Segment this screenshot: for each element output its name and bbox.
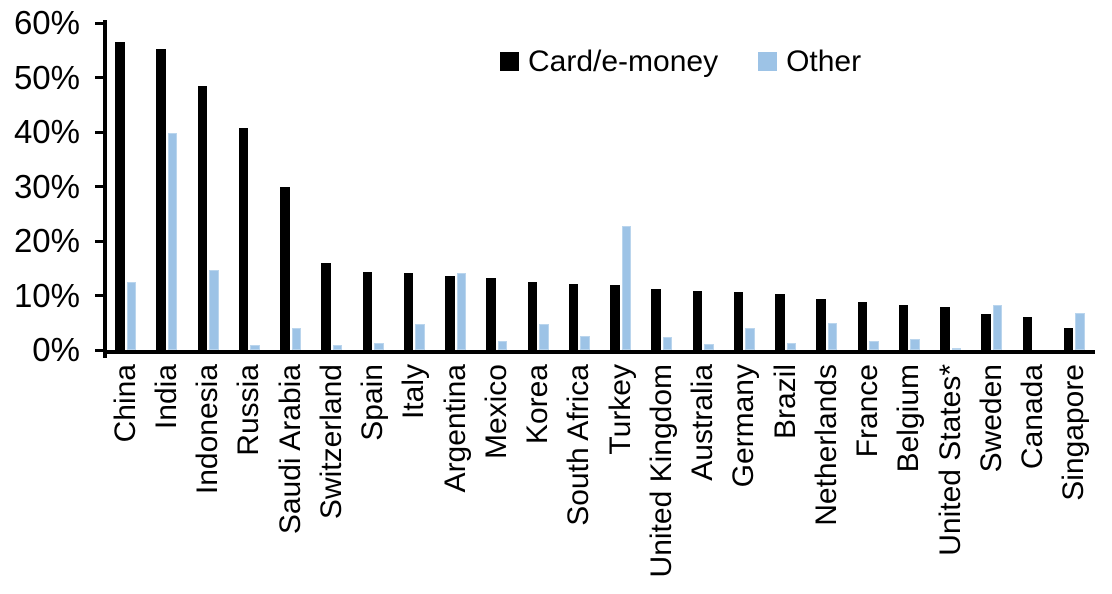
- y-axis-label-60: 60%: [13, 4, 80, 41]
- x-axis-label-china: China: [108, 364, 142, 443]
- bar-other-united-states: [951, 348, 962, 350]
- y-axis-tick-60: [95, 21, 105, 25]
- y-axis-label-20: 20%: [13, 222, 80, 259]
- bar-other-sweden: [992, 305, 1003, 350]
- bar-card-e-money-germany: [733, 291, 744, 350]
- x-axis-label-argentina: Argentina: [438, 364, 472, 493]
- x-axis-label-saudi-arabia: Saudi Arabia: [273, 364, 307, 535]
- y-axis-label-40: 40%: [13, 113, 80, 150]
- y-axis-tick-50: [95, 76, 105, 79]
- bar-card-e-money-sweden: [981, 314, 991, 350]
- y-axis-label-0: 0%: [32, 331, 80, 368]
- bar-other-saudi-arabia: [291, 327, 302, 350]
- bar-card-e-money-russia: [238, 127, 249, 350]
- bar-card-e-money-china: [115, 42, 125, 350]
- bar-other-india: [167, 132, 178, 350]
- x-axis-label-united-states: United States*: [933, 364, 967, 556]
- bar-other-china: [126, 281, 137, 350]
- bar-other-italy: [415, 323, 425, 350]
- bar-other-singapore: [1075, 313, 1085, 350]
- y-axis-tick-10: [95, 294, 105, 297]
- bar-other-belgium: [910, 338, 920, 350]
- bar-card-e-money-spain: [362, 271, 373, 350]
- x-axis-label-germany: Germany: [727, 364, 761, 488]
- y-axis-tick-20: [95, 239, 105, 243]
- bar-other-mexico: [497, 341, 508, 350]
- x-axis-label-india: India: [149, 364, 183, 430]
- legend-item-card-e-money: Card/e-money: [500, 46, 718, 78]
- x-axis-label-sweden: Sweden: [974, 364, 1008, 473]
- bar-other-korea: [539, 323, 549, 350]
- bar-other-turkey: [621, 226, 632, 350]
- x-axis-label-canada: Canada: [1016, 364, 1050, 470]
- legend: Card/e-money Other: [500, 46, 861, 78]
- bar-card-e-money-turkey: [610, 285, 620, 350]
- bar-card-e-money-south-africa: [568, 284, 579, 350]
- bar-card-e-money-italy: [403, 272, 414, 350]
- bar-card-e-money-switzerland: [321, 263, 331, 350]
- x-axis-label-turkey: Turkey: [603, 364, 637, 455]
- x-axis-label-south-africa: South Africa: [562, 364, 596, 526]
- y-axis-line: [103, 20, 107, 358]
- bar-other-united-kingdom: [662, 336, 673, 350]
- x-axis-label-switzerland: Switzerland: [314, 364, 348, 520]
- y-axis-label-30: 30%: [13, 167, 80, 205]
- legend-swatch-other-icon: [758, 52, 778, 72]
- legend-item-other: Other: [758, 46, 861, 78]
- x-axis-label-spain: Spain: [356, 364, 390, 441]
- y-axis-label-10: 10%: [13, 276, 80, 314]
- x-axis-label-france: France: [851, 364, 885, 458]
- x-axis-label-singapore: Singapore: [1057, 364, 1091, 501]
- bar-card-e-money-brazil: [775, 294, 785, 350]
- x-axis-label-united-kingdom: United Kingdom: [644, 364, 678, 578]
- x-axis-label-korea: Korea: [521, 364, 555, 445]
- bar-card-e-money-mexico: [486, 278, 496, 350]
- bar-other-russia: [250, 344, 260, 350]
- bar-card-e-money-australia: [692, 290, 703, 350]
- bar-card-e-money-united-kingdom: [651, 288, 661, 350]
- x-axis-label-mexico: Mexico: [479, 364, 513, 460]
- legend-label-other: Other: [786, 45, 862, 78]
- x-axis-label-brazil: Brazil: [768, 364, 802, 440]
- bar-other-indonesia: [209, 270, 219, 350]
- bar-other-argentina: [456, 272, 467, 350]
- bar-card-e-money-united-states: [940, 306, 950, 350]
- x-axis-line: [103, 350, 1095, 354]
- x-axis-label-indonesia: Indonesia: [191, 364, 225, 495]
- y-axis-tick-40: [95, 130, 105, 134]
- bar-other-australia: [704, 344, 714, 350]
- bar-other-france: [869, 341, 879, 350]
- x-axis-label-italy: Italy: [397, 364, 431, 420]
- bar-card-e-money-india: [156, 48, 166, 350]
- bar-other-germany: [745, 327, 755, 350]
- x-axis-label-russia: Russia: [232, 364, 266, 456]
- bar-card-e-money-france: [857, 302, 868, 350]
- bar-card-e-money-singapore: [1063, 328, 1074, 350]
- legend-swatch-card-e-money-icon: [500, 52, 519, 72]
- bar-other-switzerland: [332, 345, 343, 350]
- bar-card-e-money-indonesia: [197, 85, 208, 350]
- bar-card-e-money-canada: [1022, 316, 1033, 350]
- bar-card-e-money-argentina: [445, 275, 455, 350]
- legend-label-card-e-money: Card/e-money: [528, 45, 719, 78]
- bar-other-spain: [374, 342, 384, 350]
- bar-other-south-africa: [580, 335, 590, 350]
- bar-other-brazil: [786, 342, 797, 350]
- x-axis-label-australia: Australia: [686, 364, 720, 481]
- bar-card-e-money-korea: [527, 281, 538, 350]
- y-axis-tick-30: [95, 185, 105, 188]
- bar-card-e-money-saudi-arabia: [280, 186, 290, 350]
- y-axis-tick-0: [95, 348, 105, 352]
- bar-card-e-money-belgium: [898, 304, 909, 350]
- bar-card-e-money-netherlands: [816, 298, 826, 350]
- bar-other-netherlands: [827, 322, 838, 350]
- x-axis-label-netherlands: Netherlands: [809, 364, 843, 526]
- y-axis-label-50: 50%: [13, 58, 80, 96]
- x-axis-label-belgium: Belgium: [892, 364, 926, 473]
